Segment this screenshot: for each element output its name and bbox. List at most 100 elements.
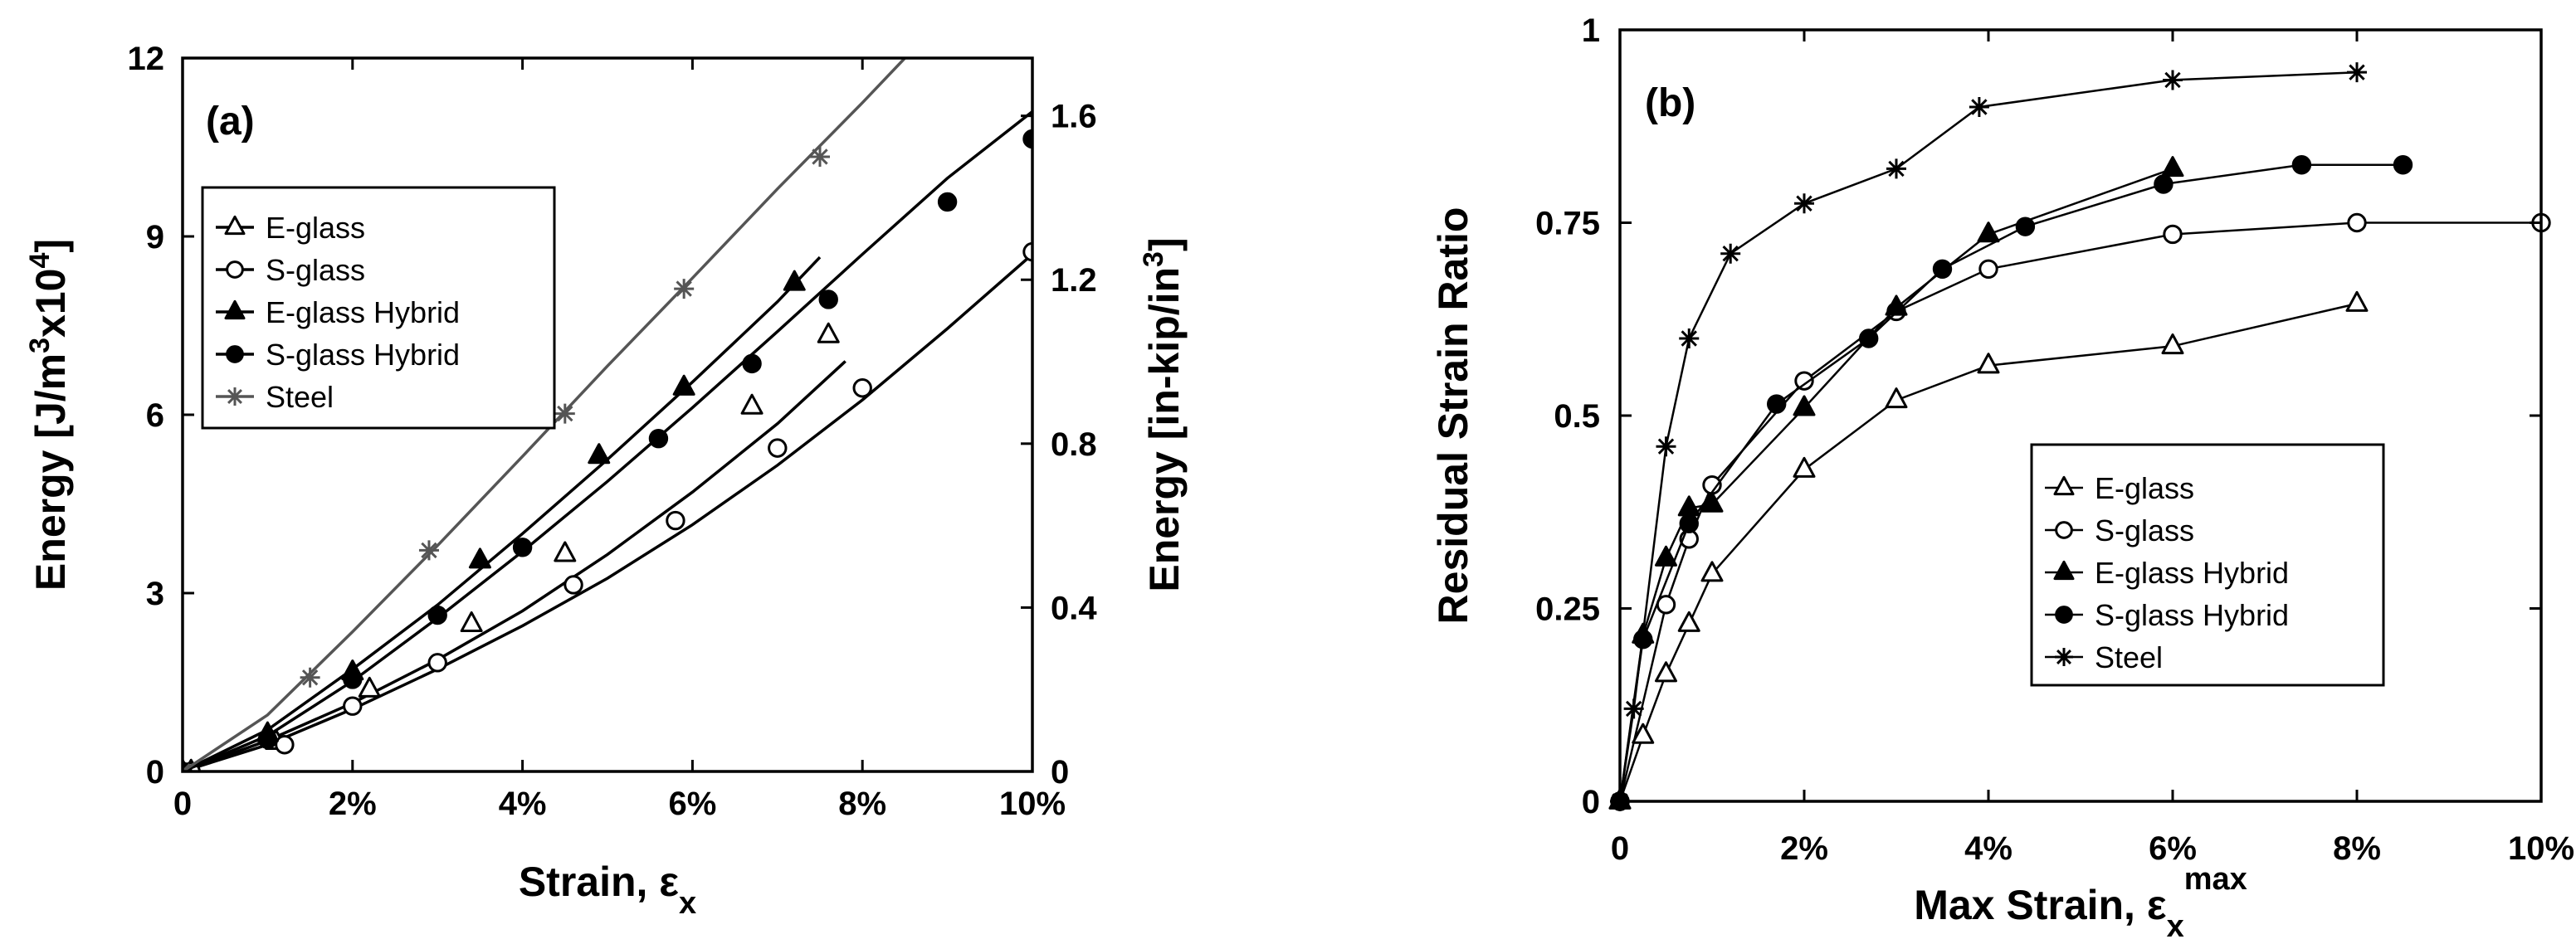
data-point-b-s-glass-6 (1978, 259, 1998, 279)
legend-marker-b-s-glass (2055, 521, 2073, 539)
data-point-b-e-glass-8 (2161, 333, 2184, 355)
legend-label-a-steel: Steel (266, 380, 334, 414)
legend-marker-a-e-glass-hybrid (224, 299, 246, 320)
data-point-b-e-glass-hybrid-2 (1655, 545, 1677, 567)
data-point-a-e-glass-3 (460, 611, 483, 633)
data-point-b-e-glass-4 (1700, 561, 1724, 582)
data-point-b-e-glass-hybrid-5 (1793, 395, 1816, 416)
data-point-a-e-glass-2 (358, 676, 381, 698)
y2-axis-label-a: Energy [in-kip/in3] (1138, 237, 1188, 591)
series-a-steel (183, 58, 906, 771)
x-tick-label-b: 4% (1964, 830, 2013, 867)
data-point-b-s-glass-hybrid-8 (2291, 155, 2312, 175)
data-point-b-steel-1 (1623, 698, 1644, 719)
data-point-a-s-glass-hybrid-3 (427, 605, 447, 625)
legend-item-a-steel: Steel (216, 380, 334, 414)
data-point-a-s-glass-hybrid-7 (818, 290, 838, 309)
data-point-b-e-glass-hybrid-6 (1885, 294, 1908, 316)
data-point-a-e-glass-hybrid-4 (588, 443, 611, 465)
y-tick-label-a: 9 (146, 219, 164, 255)
data-point-b-s-glass-hybrid-4 (1859, 328, 1879, 348)
y-tick-label-a: 0 (146, 754, 164, 791)
data-point-a-s-glass-hybrid-8 (937, 192, 958, 212)
data-point-b-e-glass-hybrid-3 (1677, 495, 1700, 517)
data-point-b-steel-2 (1656, 436, 1676, 457)
x-tick-label-a: 8% (838, 786, 886, 822)
data-point-b-e-glass-2 (1655, 661, 1677, 683)
data-point-b-e-glass-hybrid-7 (1977, 221, 2000, 243)
data-point-a-s-glass-hybrid-5 (648, 428, 669, 449)
x-tick-label-a: 10% (999, 786, 1066, 822)
series-line-a-e-glass (183, 360, 846, 771)
legend-marker-b-e-glass (2053, 475, 2075, 496)
x-tick-label-b: 10% (2508, 830, 2574, 867)
legend-marker-b-e-glass-hybrid (2053, 560, 2075, 581)
data-point-a-s-glass-3 (427, 653, 447, 673)
data-point-a-s-glass-5 (666, 510, 685, 531)
x-axis-label-b: Max Strain, εxmax (1914, 862, 2247, 944)
data-point-a-e-glass-hybrid-5 (672, 374, 695, 396)
plot-area-a (183, 58, 1032, 771)
legend-item-b-e-glass-hybrid: E-glass Hybrid (2045, 556, 2289, 590)
y-tick-label-b: 0.75 (1535, 206, 1600, 242)
x-tick-label-a: 6% (668, 786, 716, 822)
data-point-b-s-glass-hybrid-7 (2154, 174, 2174, 194)
data-point-a-s-glass-7 (852, 378, 872, 398)
y-tick-label-b: 0.25 (1535, 591, 1600, 628)
legend-item-a-e-glass: E-glass (216, 211, 365, 245)
x-tick-label-b: 0 (1611, 830, 1629, 867)
data-point-b-e-glass-hybrid-8 (2161, 156, 2184, 178)
data-point-b-s-glass-hybrid-3 (1767, 394, 1787, 414)
x-tick-label-a: 2% (329, 786, 377, 822)
data-point-a-e-glass-5 (740, 393, 764, 415)
y-tick-label-b: 1 (1582, 12, 1600, 49)
data-point-b-e-glass-1 (1632, 723, 1655, 744)
legend-b: E-glass S-glass E-glass Hybrid S-glass Hybr… (2030, 443, 2385, 687)
data-point-a-steel-2 (418, 540, 439, 561)
legend-label-b-steel: Steel (2095, 640, 2163, 674)
x-tick-label-a: 0 (173, 786, 192, 822)
legend-item-a-s-glass: S-glass (216, 253, 365, 287)
data-point-a-s-glass-hybrid-1 (257, 729, 278, 749)
y2-tick-label-a: 0.8 (1051, 426, 1097, 463)
data-point-b-steel-6 (1886, 158, 1906, 179)
legend-box-a (201, 186, 556, 430)
series-a-s-glass-hybrid (183, 110, 1032, 771)
y-tick-label-b: 0 (1582, 784, 1600, 820)
data-point-b-e-glass-hybrid-4 (1700, 491, 1724, 513)
x-tick-label-b: 2% (1780, 830, 1828, 867)
y-tick-label-b: 0.5 (1554, 398, 1600, 435)
y2-tick-label-a: 1.6 (1051, 99, 1097, 135)
data-point-b-s-glass-7 (2163, 224, 2183, 245)
series-line-a-s-glass (183, 253, 1032, 771)
data-point-a-steel-3 (554, 403, 575, 424)
series-line-b-s-glass (1618, 221, 2541, 802)
data-point-b-steel-7 (1969, 97, 1989, 117)
legend-marker-a-s-glass (226, 260, 244, 279)
x-axis-label-a: Strain, εx (519, 859, 696, 921)
legend-item-b-steel: Steel (2045, 640, 2163, 674)
series-a-s-glass (183, 241, 1032, 771)
legend-label-a-e-glass-hybrid: E-glass Hybrid (266, 295, 460, 329)
legend-label-b-e-glass: E-glass (2095, 471, 2194, 505)
data-point-b-s-glass-8 (2347, 212, 2367, 233)
data-point-b-e-glass-9 (2345, 290, 2369, 312)
y-tick-label-a: 12 (128, 41, 165, 77)
legend-marker-a-s-glass-hybrid (226, 345, 244, 363)
legend-item-b-e-glass: E-glass (2045, 471, 2194, 505)
series-line-b-steel (1618, 71, 2358, 802)
legend-a: E-glass S-glass E-glass Hybrid S-glass Hybr… (201, 186, 556, 430)
data-point-a-s-glass-2 (343, 696, 363, 716)
data-point-b-steel-9 (2347, 62, 2367, 83)
data-point-b-e-glass-7 (1977, 353, 2000, 374)
data-point-b-e-glass-5 (1793, 456, 1816, 478)
series-line-a-e-glass-hybrid (183, 255, 822, 771)
legend-marker-a-steel (226, 387, 244, 406)
legend-item-b-s-glass: S-glass (2045, 513, 2194, 547)
legend-label-a-s-glass: S-glass (266, 253, 365, 287)
x-tick-label-a: 4% (499, 786, 547, 822)
chart-panel-b: 0 2% 4% 6% 8% 10% 0 0.25 0.5 0.75 1 Max Strain, εxm… (1430, 12, 2574, 944)
series-line-b-s-glass-hybrid (1618, 163, 2403, 802)
